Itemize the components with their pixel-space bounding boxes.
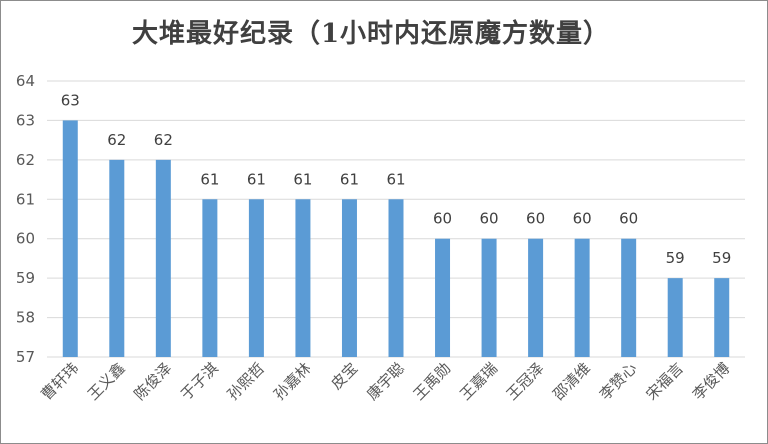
x-tick-label: 王嘉瑞 (456, 359, 501, 404)
data-label: 63 (61, 91, 80, 109)
bar (155, 159, 171, 357)
x-tick-label: 宋福言 (642, 359, 687, 404)
y-tick-label: 57 (16, 348, 35, 366)
bar (341, 199, 357, 357)
bar (574, 238, 590, 357)
x-tick-label: 李俊博 (689, 359, 734, 404)
data-label: 60 (526, 210, 545, 228)
bar (714, 278, 730, 357)
data-label: 60 (573, 210, 592, 228)
bar (388, 199, 404, 357)
x-tick-label: 李赞心 (596, 359, 641, 404)
y-tick-label: 61 (16, 190, 35, 208)
data-label: 61 (340, 170, 359, 188)
y-tick-label: 58 (16, 309, 35, 327)
data-label: 60 (619, 210, 638, 228)
y-tick-label: 60 (16, 230, 35, 248)
data-label: 61 (293, 170, 312, 188)
x-tick-label: 皮宝 (327, 359, 361, 393)
y-tick-label: 62 (16, 151, 35, 169)
data-label: 61 (247, 170, 266, 188)
bar (295, 199, 311, 357)
bar (435, 238, 451, 357)
y-tick-label: 64 (16, 72, 35, 90)
x-tick-label: 康宇聪 (363, 359, 408, 404)
bar (248, 199, 264, 357)
y-tick-label: 59 (16, 269, 35, 287)
x-tick-label: 王冠泽 (503, 359, 548, 404)
data-label: 62 (154, 131, 173, 149)
bar (621, 238, 637, 357)
x-tick-label: 邵清维 (549, 359, 594, 404)
bar (109, 159, 125, 357)
bar (667, 278, 683, 357)
chart-title: 大堆最好纪录（1小时内还原魔方数量） (131, 19, 611, 49)
bar (202, 199, 218, 357)
x-tick-label: 孙熙哲 (224, 359, 269, 404)
data-label: 60 (480, 210, 499, 228)
data-label: 61 (386, 170, 405, 188)
x-tick-label: 曹轩玮 (38, 359, 83, 404)
data-label: 59 (712, 249, 731, 267)
x-tick-label: 陈俊泽 (131, 359, 176, 404)
y-tick-label: 63 (16, 111, 35, 129)
x-tick-label: 于子淇 (177, 359, 222, 404)
data-label: 62 (107, 131, 126, 149)
x-tick-label: 孙嘉林 (270, 359, 315, 404)
data-label: 60 (433, 210, 452, 228)
data-label: 59 (666, 249, 685, 267)
data-label: 61 (200, 170, 219, 188)
bar (481, 238, 497, 357)
bar (62, 120, 78, 357)
bar (528, 238, 544, 357)
x-tick-label: 王禹勋 (410, 359, 455, 404)
x-tick-label: 王义鑫 (84, 359, 129, 404)
